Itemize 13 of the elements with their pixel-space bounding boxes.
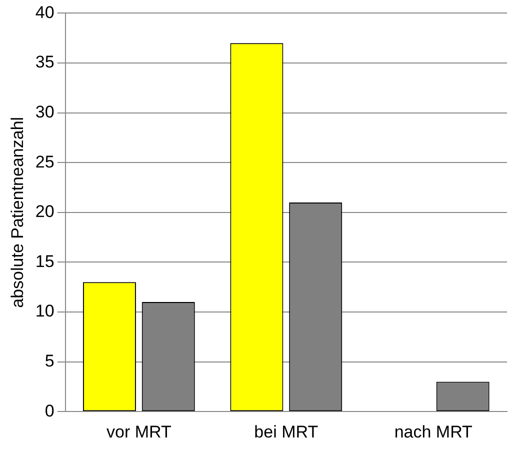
x-tick-label: bei MRT: [254, 422, 318, 442]
y-tick-label: 20: [35, 202, 54, 222]
y-tick-label: 0: [44, 401, 54, 420]
y-tick-label: 40: [35, 2, 54, 22]
x-tick-label: vor MRT: [106, 422, 172, 442]
y-axis-title: absolute Patientneanzahl: [8, 116, 27, 308]
y-tick-label: 10: [35, 302, 54, 321]
y-tick-label: 5: [44, 351, 54, 370]
y-tick-label: 25: [35, 152, 54, 172]
y-tick-label: 35: [35, 52, 54, 72]
y-tick-label: 30: [35, 102, 54, 122]
y-tick-label: 15: [35, 252, 54, 271]
x-tick-label: nach MRT: [394, 422, 472, 442]
